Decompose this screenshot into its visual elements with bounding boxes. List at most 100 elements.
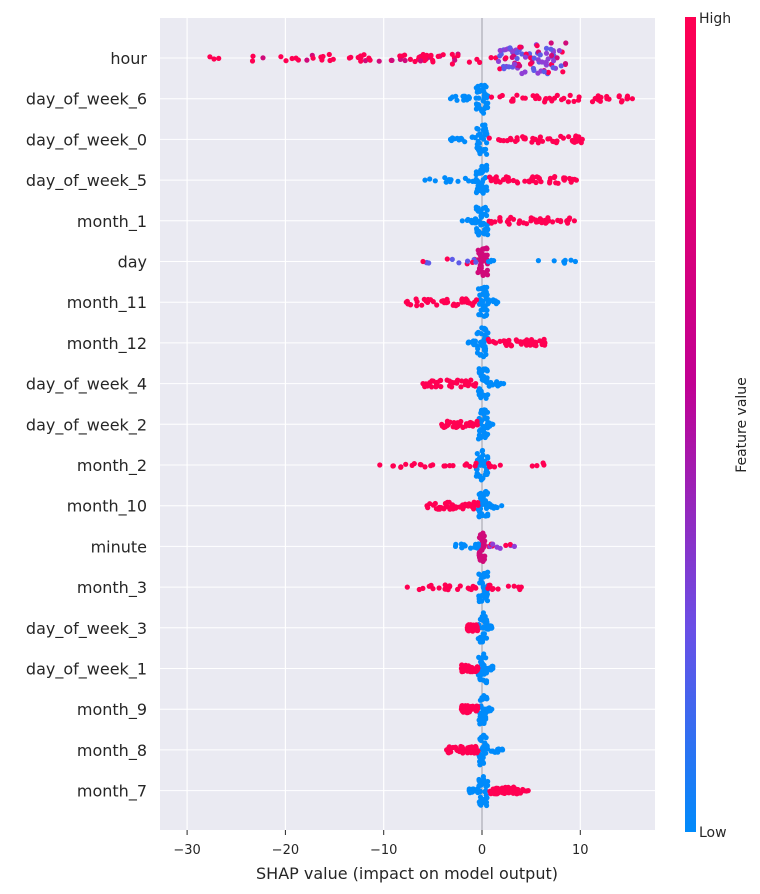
shap-point [606, 96, 612, 102]
shap-point [250, 53, 256, 59]
shap-point [480, 270, 486, 276]
shap-point [551, 58, 557, 64]
feature-label: day_of_week_1 [26, 660, 147, 680]
shap-point [477, 509, 483, 515]
shap-point [473, 172, 479, 178]
shap-point [541, 69, 547, 75]
shap-point [414, 303, 420, 309]
shap-point [456, 260, 462, 266]
shap-point [490, 421, 496, 427]
shap-point [478, 134, 484, 140]
shap-point [458, 418, 464, 425]
shap-point [442, 463, 448, 469]
shap-point [486, 135, 492, 141]
shap-point [480, 285, 486, 291]
shap-point [457, 583, 463, 589]
shap-point [477, 556, 483, 563]
shap-point [460, 93, 466, 99]
shap-point [480, 423, 487, 429]
shap-point [462, 175, 468, 181]
shap-point [484, 151, 490, 157]
shap-point [397, 53, 403, 59]
shap-point [487, 582, 493, 588]
shap-point [466, 664, 472, 670]
shap-point [483, 488, 489, 495]
shap-point [589, 99, 596, 105]
shap-point [555, 217, 561, 223]
shap-point [475, 126, 481, 132]
shap-point [487, 788, 493, 795]
shap-point [487, 464, 493, 470]
shap-point [485, 336, 491, 343]
shap-point [430, 299, 436, 305]
shap-point [488, 220, 495, 226]
shap-point [483, 513, 489, 519]
shap-point [629, 96, 636, 102]
shap-point [497, 47, 503, 54]
shap-point [479, 636, 486, 643]
shap-point [319, 57, 325, 63]
shap-point [473, 585, 479, 591]
shap-point [491, 464, 498, 470]
shap-point [473, 460, 479, 466]
shap-point [207, 54, 213, 60]
shap-point [480, 774, 486, 780]
shap-point [535, 140, 541, 146]
shap-point [476, 140, 482, 146]
shap-point [453, 93, 459, 99]
shap-point [442, 586, 448, 592]
shap-point [543, 220, 549, 226]
shap-point [436, 585, 442, 591]
shap-point [475, 787, 481, 793]
shap-point [458, 706, 464, 712]
shap-point [479, 339, 485, 345]
shap-point [429, 384, 435, 390]
shap-point [539, 220, 545, 226]
shap-point [514, 50, 520, 56]
shap-point [534, 463, 540, 469]
shap-point [507, 45, 513, 51]
shap-point [249, 58, 256, 64]
shap-point [422, 177, 428, 183]
shap-point [348, 54, 354, 60]
shap-point [551, 258, 557, 264]
shap-point [510, 98, 516, 104]
shap-point [480, 732, 486, 739]
shap-point [470, 178, 476, 184]
shap-point [478, 208, 484, 214]
shap-point [554, 92, 560, 98]
shap-point [478, 214, 485, 220]
shap-point [572, 258, 579, 265]
shap-point [529, 176, 535, 182]
shap-point [477, 386, 483, 392]
shap-point [481, 89, 487, 95]
shap-point [485, 454, 491, 460]
shap-point [478, 263, 484, 269]
shap-point [497, 66, 503, 72]
shap-point [443, 504, 449, 510]
shap-point [483, 100, 489, 106]
shap-point [430, 59, 436, 65]
shap-point [527, 61, 534, 67]
shap-point [468, 217, 474, 223]
shap-point [477, 455, 483, 461]
colorbar [685, 17, 696, 832]
shap-point [495, 58, 502, 64]
shap-point [461, 542, 467, 548]
shap-point [464, 625, 470, 631]
shap-point [485, 259, 492, 265]
shap-point [411, 461, 417, 467]
shap-point [481, 231, 488, 237]
shap-point [449, 61, 455, 67]
shap-point [528, 215, 534, 221]
shap-point [484, 795, 490, 801]
shap-point [547, 95, 553, 101]
shap-point [419, 302, 425, 308]
shap-point [497, 94, 503, 100]
shap-point [490, 665, 496, 672]
shap-point [473, 85, 479, 91]
shap-point [493, 179, 499, 185]
shap-point [475, 269, 481, 276]
feature-label: day_of_week_2 [26, 415, 147, 435]
shap-point [459, 136, 465, 142]
